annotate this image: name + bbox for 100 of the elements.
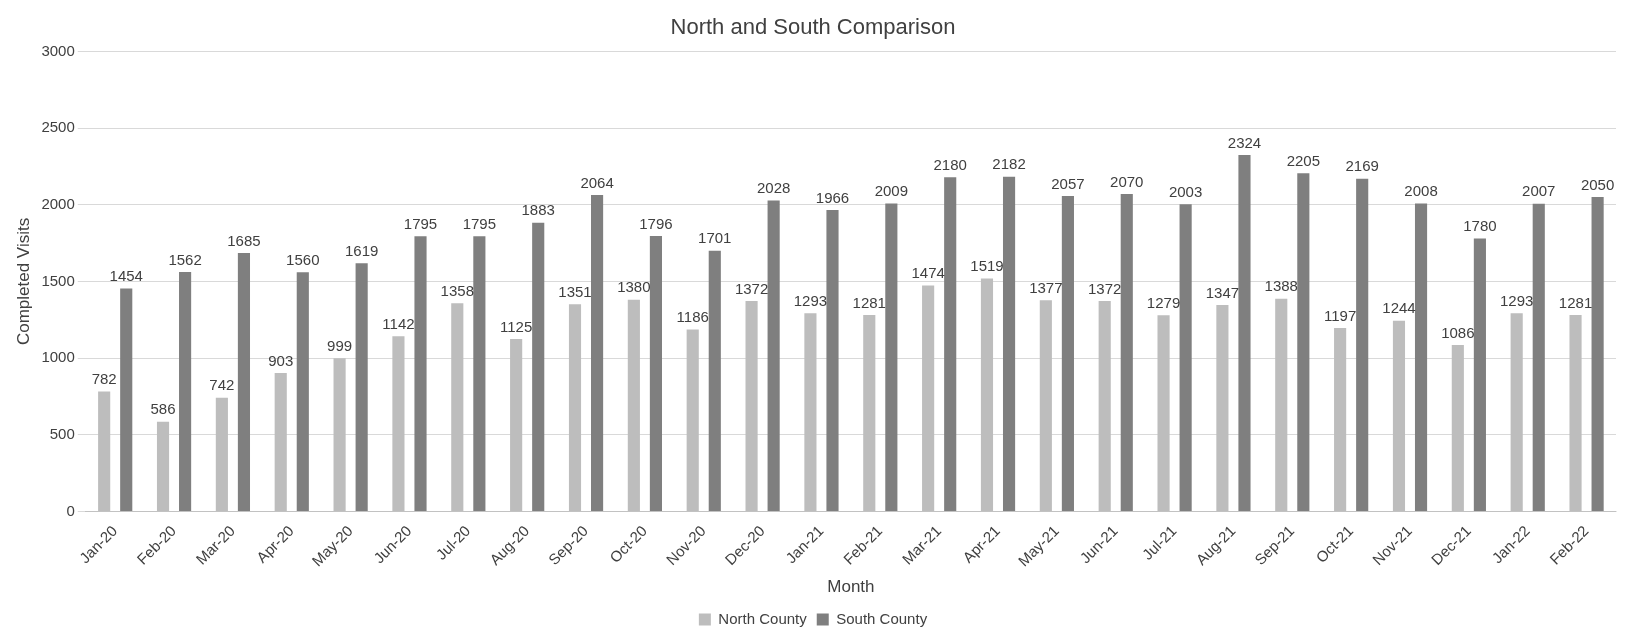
data-label: 1685 bbox=[227, 231, 261, 249]
data-label: 1142 bbox=[382, 315, 415, 332]
bar bbox=[98, 391, 111, 512]
chart-title: North and South Comparison bbox=[670, 14, 956, 40]
y-tick-label: 500 bbox=[49, 424, 75, 442]
bar bbox=[863, 315, 876, 512]
y-tick-label: 0 bbox=[66, 501, 75, 519]
bar bbox=[1473, 238, 1486, 512]
bar bbox=[274, 373, 287, 512]
data-label: 1780 bbox=[1463, 217, 1497, 235]
bar bbox=[944, 177, 957, 512]
y-tick-label: 3000 bbox=[41, 41, 75, 59]
bar bbox=[627, 299, 640, 512]
data-label: 1197 bbox=[1323, 306, 1357, 324]
bar bbox=[1334, 327, 1347, 512]
data-label: 1562 bbox=[168, 250, 202, 268]
x-axis-title: Month bbox=[827, 577, 875, 597]
data-label: 1377 bbox=[1029, 278, 1063, 296]
bar bbox=[1002, 176, 1016, 512]
bar bbox=[1120, 194, 1133, 512]
data-label: 1125 bbox=[500, 317, 533, 335]
bar bbox=[1356, 178, 1369, 512]
bar bbox=[591, 194, 604, 512]
data-label: 1186 bbox=[676, 308, 709, 326]
data-label: 1281 bbox=[852, 293, 886, 311]
bar bbox=[686, 329, 699, 512]
bar bbox=[532, 222, 545, 512]
data-label: 2057 bbox=[1051, 174, 1085, 192]
y-axis-title: Completed Visits bbox=[13, 217, 33, 346]
data-label: 2008 bbox=[1404, 182, 1438, 200]
bar bbox=[1275, 298, 1288, 512]
data-label: 2182 bbox=[992, 155, 1026, 173]
data-label: 1351 bbox=[558, 282, 592, 300]
bar bbox=[414, 236, 427, 512]
bar bbox=[473, 236, 486, 512]
bar bbox=[980, 278, 994, 512]
data-label: 1796 bbox=[639, 214, 673, 232]
data-label: 1347 bbox=[1205, 283, 1240, 301]
data-label: 586 bbox=[150, 400, 176, 418]
data-label: 1966 bbox=[815, 188, 850, 206]
bar bbox=[885, 203, 898, 512]
bar bbox=[826, 209, 839, 512]
data-label: 2324 bbox=[1227, 133, 1262, 151]
bar bbox=[708, 250, 721, 512]
data-label: 1358 bbox=[440, 281, 474, 299]
bar bbox=[333, 358, 346, 512]
bar bbox=[568, 304, 582, 512]
bar bbox=[1238, 155, 1251, 512]
bar bbox=[392, 336, 405, 512]
data-label: 2169 bbox=[1345, 157, 1379, 175]
data-label: 2064 bbox=[580, 173, 614, 191]
data-label: 1701 bbox=[698, 229, 732, 247]
data-label: 1619 bbox=[344, 241, 379, 259]
bar bbox=[1039, 300, 1052, 512]
data-label: 1279 bbox=[1146, 293, 1181, 311]
bar bbox=[1157, 315, 1170, 512]
data-label: 1795 bbox=[462, 214, 497, 232]
bar bbox=[120, 288, 133, 512]
data-label: 1883 bbox=[521, 201, 555, 219]
data-label: 1281 bbox=[1558, 293, 1593, 311]
data-label: 999 bbox=[327, 336, 353, 354]
bar bbox=[649, 236, 662, 512]
data-label: 1388 bbox=[1264, 277, 1298, 295]
data-label: 742 bbox=[209, 376, 235, 394]
data-label: 782 bbox=[91, 370, 117, 388]
bar bbox=[1098, 301, 1111, 512]
bar bbox=[1179, 204, 1192, 512]
data-label: 2003 bbox=[1168, 182, 1203, 200]
bar bbox=[179, 271, 192, 512]
data-label: 2070 bbox=[1110, 172, 1144, 190]
bar bbox=[1510, 313, 1523, 512]
bar bbox=[355, 263, 368, 512]
bar bbox=[237, 253, 251, 512]
bar bbox=[1216, 304, 1229, 512]
data-label: 1519 bbox=[970, 257, 1004, 275]
data-label: 2205 bbox=[1286, 151, 1321, 169]
bar bbox=[767, 200, 780, 512]
legend-label: North County bbox=[718, 609, 808, 627]
bar bbox=[510, 338, 523, 512]
data-label: 1795 bbox=[403, 214, 438, 232]
bar bbox=[1569, 315, 1582, 512]
data-label: 2009 bbox=[874, 182, 909, 200]
data-label: 2007 bbox=[1522, 182, 1556, 200]
bar bbox=[451, 303, 464, 512]
bar bbox=[922, 285, 935, 512]
bar bbox=[1061, 196, 1074, 512]
y-tick-label: 2500 bbox=[41, 118, 75, 136]
y-tick-label: 1500 bbox=[41, 271, 75, 289]
bar bbox=[1591, 197, 1604, 512]
y-tick-label: 1000 bbox=[41, 348, 75, 366]
bar bbox=[1392, 320, 1406, 512]
bar bbox=[1532, 203, 1545, 512]
data-label: 1293 bbox=[1499, 291, 1534, 309]
data-label: 1293 bbox=[793, 291, 828, 309]
bar bbox=[745, 301, 758, 512]
data-label: 1454 bbox=[109, 267, 143, 285]
bar bbox=[1297, 173, 1310, 512]
bar bbox=[156, 421, 170, 512]
data-label: 903 bbox=[268, 351, 294, 369]
y-tick-label: 2000 bbox=[41, 194, 75, 212]
